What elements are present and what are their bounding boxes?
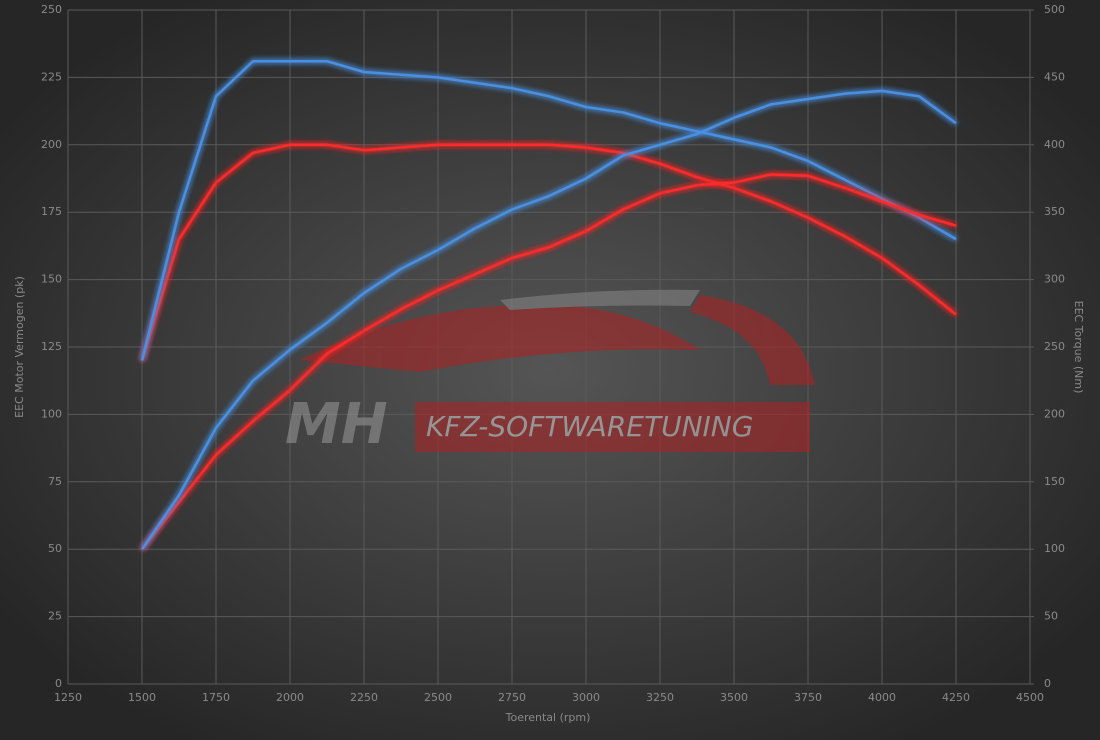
x-tick-label: 2000 xyxy=(276,691,304,704)
car-rear xyxy=(690,295,815,385)
x-tick-label: 1250 xyxy=(54,691,82,704)
x-tick-label: 3500 xyxy=(720,691,748,704)
watermark-mark: MH xyxy=(285,392,388,457)
y-tick-label: 100 xyxy=(41,407,62,420)
y2-tick-label: 0 xyxy=(1044,677,1051,690)
y-tick-label: 250 xyxy=(41,3,62,16)
y-tick-label: 150 xyxy=(41,273,62,286)
y-tick-label: 75 xyxy=(48,475,62,488)
x-tick-label: 1750 xyxy=(202,691,230,704)
series-line xyxy=(140,59,957,361)
series-line xyxy=(141,173,957,550)
y2-tick-label: 50 xyxy=(1044,610,1058,623)
y2-tick-label: 450 xyxy=(1044,70,1065,83)
series-line xyxy=(140,143,957,361)
x-tick-label: 4500 xyxy=(1016,691,1044,704)
y2-tick-label: 100 xyxy=(1044,542,1065,555)
y2-tick-label: 300 xyxy=(1044,273,1065,286)
x-tick-label: 4000 xyxy=(868,691,896,704)
y-tick-label: 225 xyxy=(41,70,62,83)
banner xyxy=(415,402,810,452)
watermark-text: KFZ-SOFTWARETUNING xyxy=(426,410,753,443)
y-tick-label: 175 xyxy=(41,205,62,218)
y2-tick-label: 500 xyxy=(1044,3,1065,16)
y2-axis-label: EEC Torque (Nm) xyxy=(1072,301,1085,394)
plot-area xyxy=(140,59,957,550)
x-tick-label: 2500 xyxy=(424,691,452,704)
y-axis-label: EEC Motor Vermogen (pk) xyxy=(13,276,26,418)
y-tick-label: 125 xyxy=(41,340,62,353)
x-tick-label: 2250 xyxy=(350,691,378,704)
x-tick-label: 2750 xyxy=(498,691,526,704)
x-tick-label: 4250 xyxy=(942,691,970,704)
series-line xyxy=(140,89,957,550)
y2-tick-label: 250 xyxy=(1044,340,1065,353)
y2-tick-label: 150 xyxy=(1044,475,1065,488)
x-tick-label: 3000 xyxy=(572,691,600,704)
watermark: MH KFZ-SOFTWARETUNING xyxy=(285,289,815,457)
car-shape xyxy=(300,304,700,372)
y-tick-label: 200 xyxy=(41,138,62,151)
car-roof xyxy=(500,289,700,310)
x-tick-label: 1500 xyxy=(128,691,156,704)
y-tick-label: 0 xyxy=(55,677,62,690)
x-tick-label: 3750 xyxy=(794,691,822,704)
y2-tick-label: 200 xyxy=(1044,407,1065,420)
x-tick-label: 3250 xyxy=(646,691,674,704)
y-tick-label: 25 xyxy=(48,610,62,623)
y-tick-label: 50 xyxy=(48,542,62,555)
y2-tick-label: 350 xyxy=(1044,205,1065,218)
x-axis-label: Toerental (rpm) xyxy=(505,711,591,724)
y2-tick-label: 400 xyxy=(1044,138,1065,151)
